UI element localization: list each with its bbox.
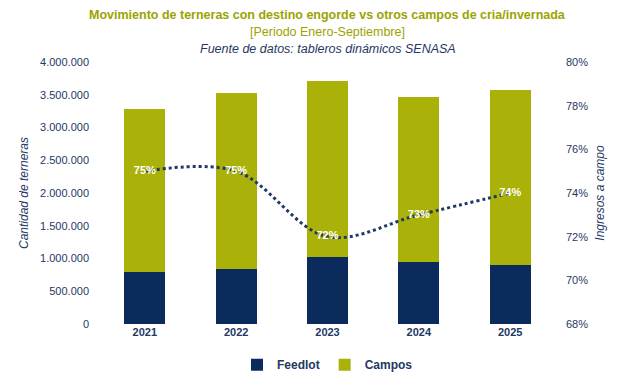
svg-text:Feedlot: Feedlot bbox=[277, 358, 320, 372]
svg-text:Fuente de datos: tableros diná: Fuente de datos: tableros dinámicos SENA… bbox=[200, 42, 456, 56]
svg-text:72%: 72% bbox=[566, 231, 588, 243]
svg-text:1.500.000: 1.500.000 bbox=[40, 220, 89, 232]
svg-text:Ingresos a campo: Ingresos a campo bbox=[593, 145, 607, 241]
svg-text:2.500.000: 2.500.000 bbox=[40, 154, 89, 166]
svg-text:Movimiento de terneras con des: Movimiento de terneras con destino engor… bbox=[89, 8, 566, 22]
svg-text:74%: 74% bbox=[566, 187, 588, 199]
svg-text:2025: 2025 bbox=[498, 326, 522, 338]
svg-text:74%: 74% bbox=[499, 186, 521, 198]
svg-text:0: 0 bbox=[83, 318, 89, 330]
svg-text:3.500.000: 3.500.000 bbox=[40, 89, 89, 101]
svg-text:68%: 68% bbox=[566, 318, 588, 330]
svg-text:70%: 70% bbox=[566, 274, 588, 286]
svg-text:[Periodo Enero-Septiembre]: [Periodo Enero-Septiembre] bbox=[250, 25, 405, 39]
svg-text:2022: 2022 bbox=[224, 326, 248, 338]
svg-text:Campos: Campos bbox=[365, 358, 413, 372]
svg-text:75%: 75% bbox=[225, 164, 247, 176]
svg-text:76%: 76% bbox=[566, 143, 588, 155]
svg-text:2024: 2024 bbox=[407, 326, 432, 338]
svg-text:1.000.000: 1.000.000 bbox=[40, 252, 89, 264]
svg-text:4.000.000: 4.000.000 bbox=[40, 56, 89, 68]
svg-text:2021: 2021 bbox=[133, 326, 157, 338]
svg-text:Cantidad de terneras: Cantidad de terneras bbox=[17, 137, 31, 249]
svg-text:73%: 73% bbox=[408, 208, 430, 220]
svg-text:3.000.000: 3.000.000 bbox=[40, 121, 89, 133]
svg-text:80%: 80% bbox=[566, 56, 588, 68]
svg-text:2023: 2023 bbox=[315, 326, 339, 338]
svg-text:2.000.000: 2.000.000 bbox=[40, 187, 89, 199]
svg-text:75%: 75% bbox=[134, 164, 156, 176]
svg-text:78%: 78% bbox=[566, 100, 588, 112]
svg-text:72%: 72% bbox=[316, 229, 338, 241]
svg-text:500.000: 500.000 bbox=[49, 285, 89, 297]
